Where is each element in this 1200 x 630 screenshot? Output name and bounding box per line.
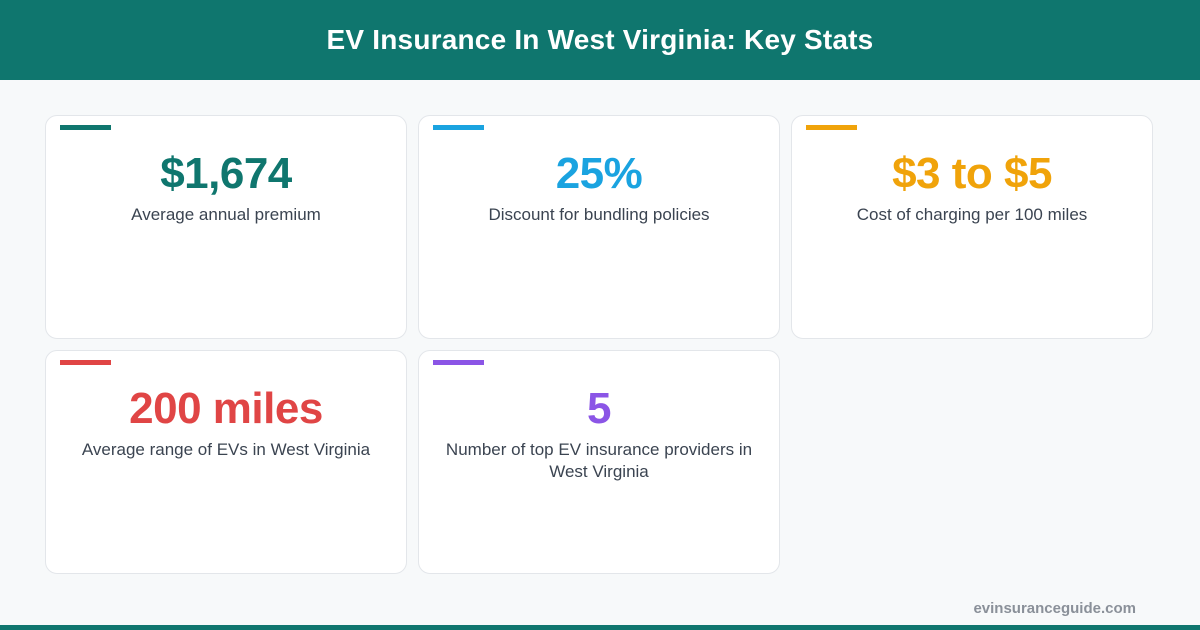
stat-label: Discount for bundling policies — [488, 205, 710, 224]
stat-value: 5 — [587, 384, 611, 433]
card-accent-bar — [433, 360, 484, 365]
stat-value: $3 to $5 — [892, 149, 1052, 198]
stat-label: Number of top EV insurance providers in … — [445, 440, 753, 481]
card-accent-bar — [60, 125, 111, 130]
site-url: evinsuranceguide.com — [973, 600, 1136, 617]
stat-value: 25% — [555, 149, 643, 198]
card-accent-bar — [433, 125, 484, 130]
stat-card-bundling-discount: 25% Discount for bundling policies — [418, 115, 780, 339]
stat-value: $1,674 — [160, 149, 292, 198]
stat-card-top-providers: 5 Number of top EV insurance providers i… — [418, 350, 780, 574]
page-title: EV Insurance In West Virginia: Key Stats — [326, 24, 874, 55]
stat-label: Cost of charging per 100 miles — [856, 205, 1088, 224]
stat-label: Average annual premium — [131, 205, 321, 224]
stat-value: 200 miles — [129, 384, 323, 433]
card-accent-bar — [60, 360, 111, 365]
header-banner: EV Insurance In West Virginia: Key Stats — [0, 0, 1200, 80]
stat-label: Average range of EVs in West Virginia — [81, 440, 371, 459]
stat-card-ev-range: 200 miles Average range of EVs in West V… — [45, 350, 407, 574]
bottom-accent-bar — [0, 625, 1200, 630]
stat-card-charging-cost: $3 to $5 Cost of charging per 100 miles — [791, 115, 1153, 339]
stat-card-average-premium: $1,674 Average annual premium — [45, 115, 407, 339]
card-accent-bar — [806, 125, 857, 130]
